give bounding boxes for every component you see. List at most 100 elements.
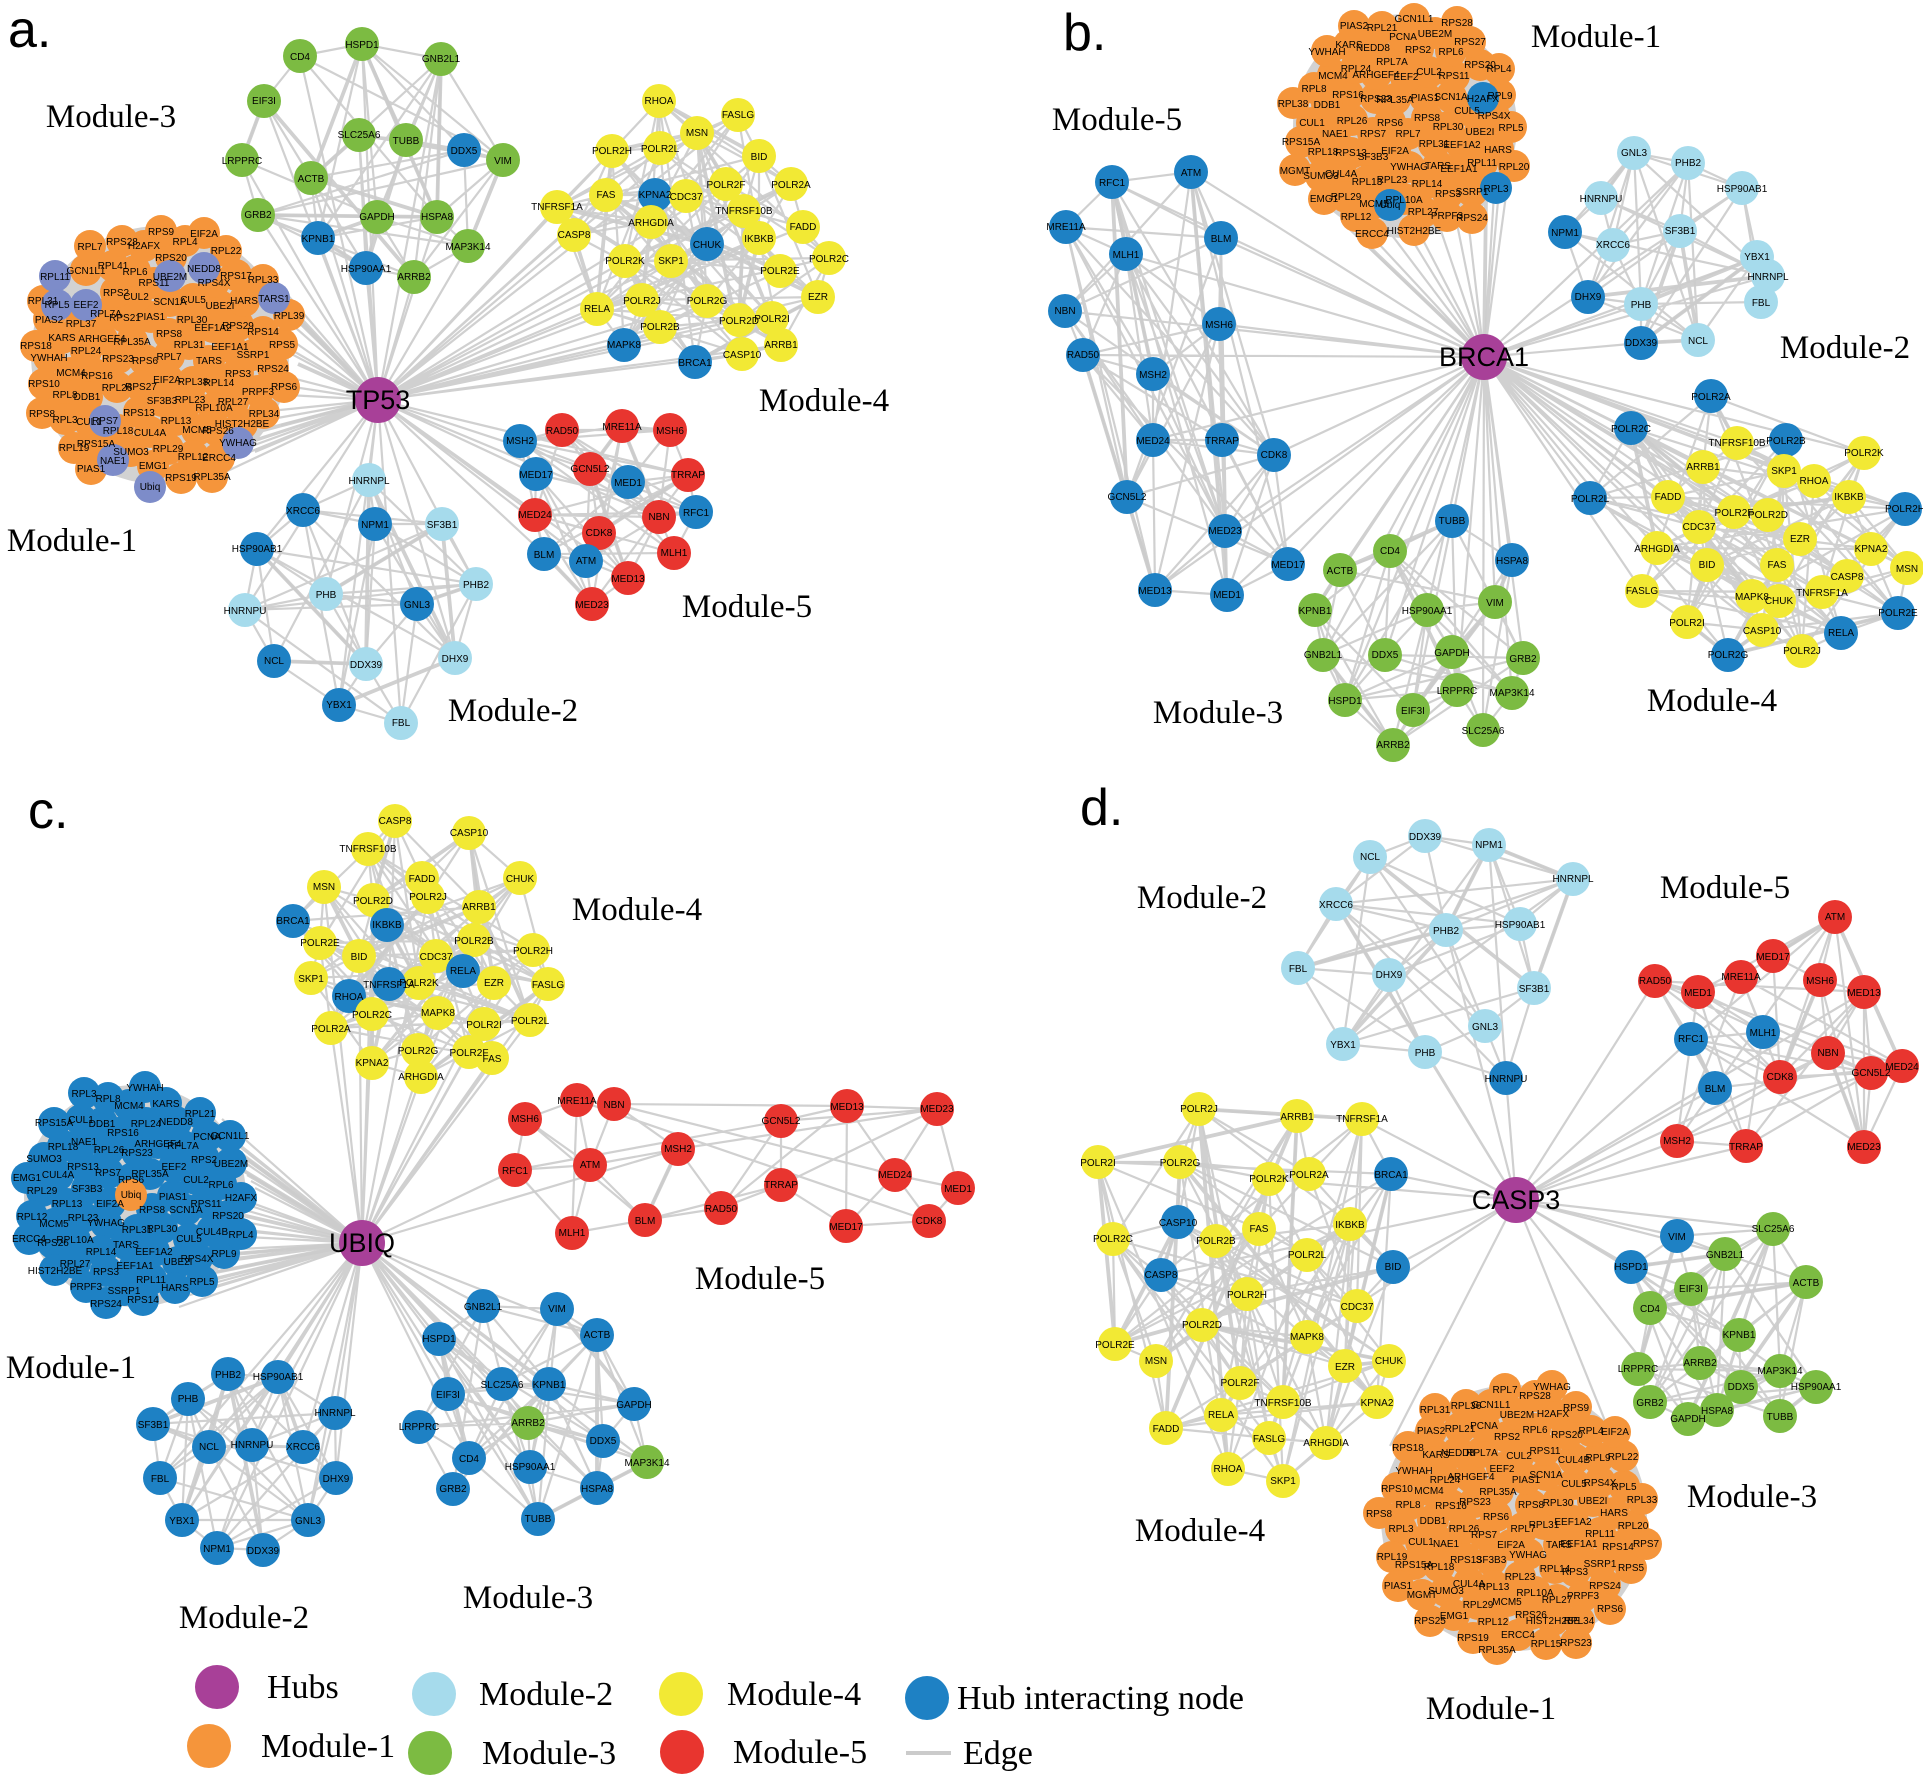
svg-text:CUL5: CUL5: [176, 1234, 202, 1245]
svg-text:RPS13: RPS13: [1450, 1555, 1482, 1566]
svg-text:EEF2: EEF2: [161, 1162, 186, 1173]
svg-text:POLR2D: POLR2D: [1748, 510, 1788, 521]
svg-text:SSRP1: SSRP1: [1584, 1559, 1617, 1570]
svg-text:MED13: MED13: [1847, 988, 1881, 999]
svg-text:RPL13: RPL13: [1479, 1582, 1510, 1593]
svg-text:NCL: NCL: [264, 656, 284, 667]
svg-text:ARRB1: ARRB1: [1280, 1112, 1314, 1123]
svg-text:Hub interacting node: Hub interacting node: [957, 1680, 1244, 1717]
svg-text:RPL4: RPL4: [1578, 1426, 1603, 1437]
svg-text:DDX5: DDX5: [590, 1436, 617, 1447]
svg-text:RPL20: RPL20: [1499, 162, 1530, 173]
svg-text:ACTB: ACTB: [584, 1330, 611, 1341]
svg-text:ERCC4: ERCC4: [202, 453, 236, 464]
svg-text:ATM: ATM: [580, 1160, 600, 1171]
svg-text:ARHGEF4: ARHGEF4: [78, 334, 126, 345]
svg-text:POLR2D: POLR2D: [719, 316, 759, 327]
svg-text:HSPA8: HSPA8: [1496, 556, 1528, 567]
svg-text:CASP8: CASP8: [558, 230, 591, 241]
svg-text:DDX39: DDX39: [1625, 338, 1658, 349]
svg-text:RPS6: RPS6: [1377, 118, 1404, 129]
svg-text:CUL5: CUL5: [1561, 1479, 1587, 1490]
svg-text:RELA: RELA: [1828, 628, 1854, 639]
svg-text:RPL11: RPL11: [136, 1275, 166, 1286]
svg-text:RPS14: RPS14: [127, 1295, 159, 1306]
svg-text:PIAS1: PIAS1: [1411, 93, 1440, 104]
svg-text:PCNA: PCNA: [193, 1132, 221, 1143]
svg-text:Ubiq: Ubiq: [1380, 200, 1401, 211]
svg-text:HSPA8: HSPA8: [581, 1484, 613, 1495]
svg-text:RPL34: RPL34: [1564, 1616, 1595, 1627]
svg-text:RPL31: RPL31: [28, 296, 59, 307]
svg-text:POLR2E: POLR2E: [1095, 1340, 1135, 1351]
svg-text:RPL30: RPL30: [147, 1224, 178, 1235]
svg-text:RPS24: RPS24: [1456, 213, 1488, 224]
svg-text:MSH2: MSH2: [506, 436, 534, 447]
svg-text:EIF3I: EIF3I: [1401, 706, 1425, 717]
svg-text:POLR2C: POLR2C: [1611, 424, 1651, 435]
svg-text:POLR2A: POLR2A: [1691, 392, 1731, 403]
svg-text:MCM4: MCM4: [1414, 1486, 1444, 1497]
svg-text:RAD50: RAD50: [546, 426, 579, 437]
svg-text:RAD50: RAD50: [1067, 350, 1100, 361]
svg-text:ERCC4: ERCC4: [12, 1234, 46, 1245]
svg-text:RPS27: RPS27: [125, 382, 157, 393]
svg-text:POLR2K: POLR2K: [1844, 448, 1884, 459]
svg-text:PIAS2: PIAS2: [1417, 1426, 1446, 1437]
svg-text:RPS20: RPS20: [212, 1211, 244, 1222]
svg-text:HNRNPL: HNRNPL: [1747, 272, 1789, 283]
svg-text:RPS6: RPS6: [1597, 1604, 1624, 1615]
svg-text:CUL4A: CUL4A: [42, 1170, 75, 1181]
svg-text:RPL37: RPL37: [66, 319, 97, 330]
svg-text:MCM5: MCM5: [1492, 1597, 1522, 1608]
svg-text:GCN5L2: GCN5L2: [1852, 1068, 1891, 1079]
svg-text:PHB: PHB: [178, 1394, 199, 1405]
svg-text:PHB: PHB: [316, 590, 337, 601]
svg-text:CASP8: CASP8: [379, 816, 412, 827]
svg-text:FASLG: FASLG: [722, 110, 754, 121]
svg-text:NPM1: NPM1: [1551, 228, 1579, 239]
svg-text:TRRAP: TRRAP: [1729, 1142, 1763, 1153]
svg-text:ARRB2: ARRB2: [1683, 1358, 1717, 1369]
svg-text:HSPA8: HSPA8: [421, 212, 453, 223]
svg-text:GCN5L2: GCN5L2: [762, 1116, 801, 1127]
svg-text:FBL: FBL: [1752, 298, 1771, 309]
svg-text:RPS7: RPS7: [92, 416, 119, 427]
svg-text:H2AFX: H2AFX: [128, 241, 161, 252]
svg-text:CUL1: CUL1: [1408, 1537, 1434, 1548]
svg-text:POLR2I: POLR2I: [466, 1020, 502, 1031]
svg-text:HIST2H2BE: HIST2H2BE: [1387, 226, 1442, 237]
svg-text:Module-4: Module-4: [572, 892, 702, 928]
svg-text:b.: b.: [1063, 4, 1106, 62]
svg-text:RPL7: RPL7: [1510, 1524, 1535, 1535]
svg-text:KPNA2: KPNA2: [639, 190, 672, 201]
svg-text:POLR2H: POLR2H: [592, 146, 632, 157]
svg-text:RPL6: RPL6: [1438, 47, 1463, 58]
svg-text:RPS15A: RPS15A: [77, 439, 116, 450]
svg-text:RPS23: RPS23: [1560, 1638, 1592, 1649]
svg-text:DDB1: DDB1: [1314, 100, 1341, 111]
svg-text:TUBB: TUBB: [393, 136, 420, 147]
svg-text:RPL35A: RPL35A: [113, 337, 151, 348]
svg-text:GRB2: GRB2: [1509, 654, 1537, 665]
svg-text:RPS8: RPS8: [156, 329, 183, 340]
svg-text:PIAS1: PIAS1: [137, 312, 166, 323]
svg-text:Module-4: Module-4: [727, 1676, 861, 1713]
svg-text:RPL22: RPL22: [1608, 1452, 1639, 1463]
svg-text:RAD50: RAD50: [1639, 976, 1672, 987]
svg-text:RPS28: RPS28: [106, 237, 138, 248]
svg-text:MED24: MED24: [1885, 1062, 1919, 1073]
svg-text:RPS16: RPS16: [1332, 90, 1364, 101]
svg-text:RPS2: RPS2: [1405, 45, 1432, 56]
svg-text:POLR2E: POLR2E: [300, 938, 340, 949]
svg-text:RPS13: RPS13: [123, 408, 155, 419]
svg-text:ACTB: ACTB: [1327, 566, 1354, 577]
svg-text:RPS3: RPS3: [1435, 189, 1462, 200]
svg-text:TP53: TP53: [346, 385, 411, 415]
svg-text:HIST2H2BE: HIST2H2BE: [215, 419, 270, 430]
svg-text:CUL4B: CUL4B: [1558, 1455, 1591, 1466]
svg-text:EZR: EZR: [484, 978, 504, 989]
svg-text:POLR2B: POLR2B: [640, 322, 680, 333]
svg-text:POLR2A: POLR2A: [311, 1024, 351, 1035]
svg-text:HNRNPL: HNRNPL: [1552, 874, 1594, 885]
